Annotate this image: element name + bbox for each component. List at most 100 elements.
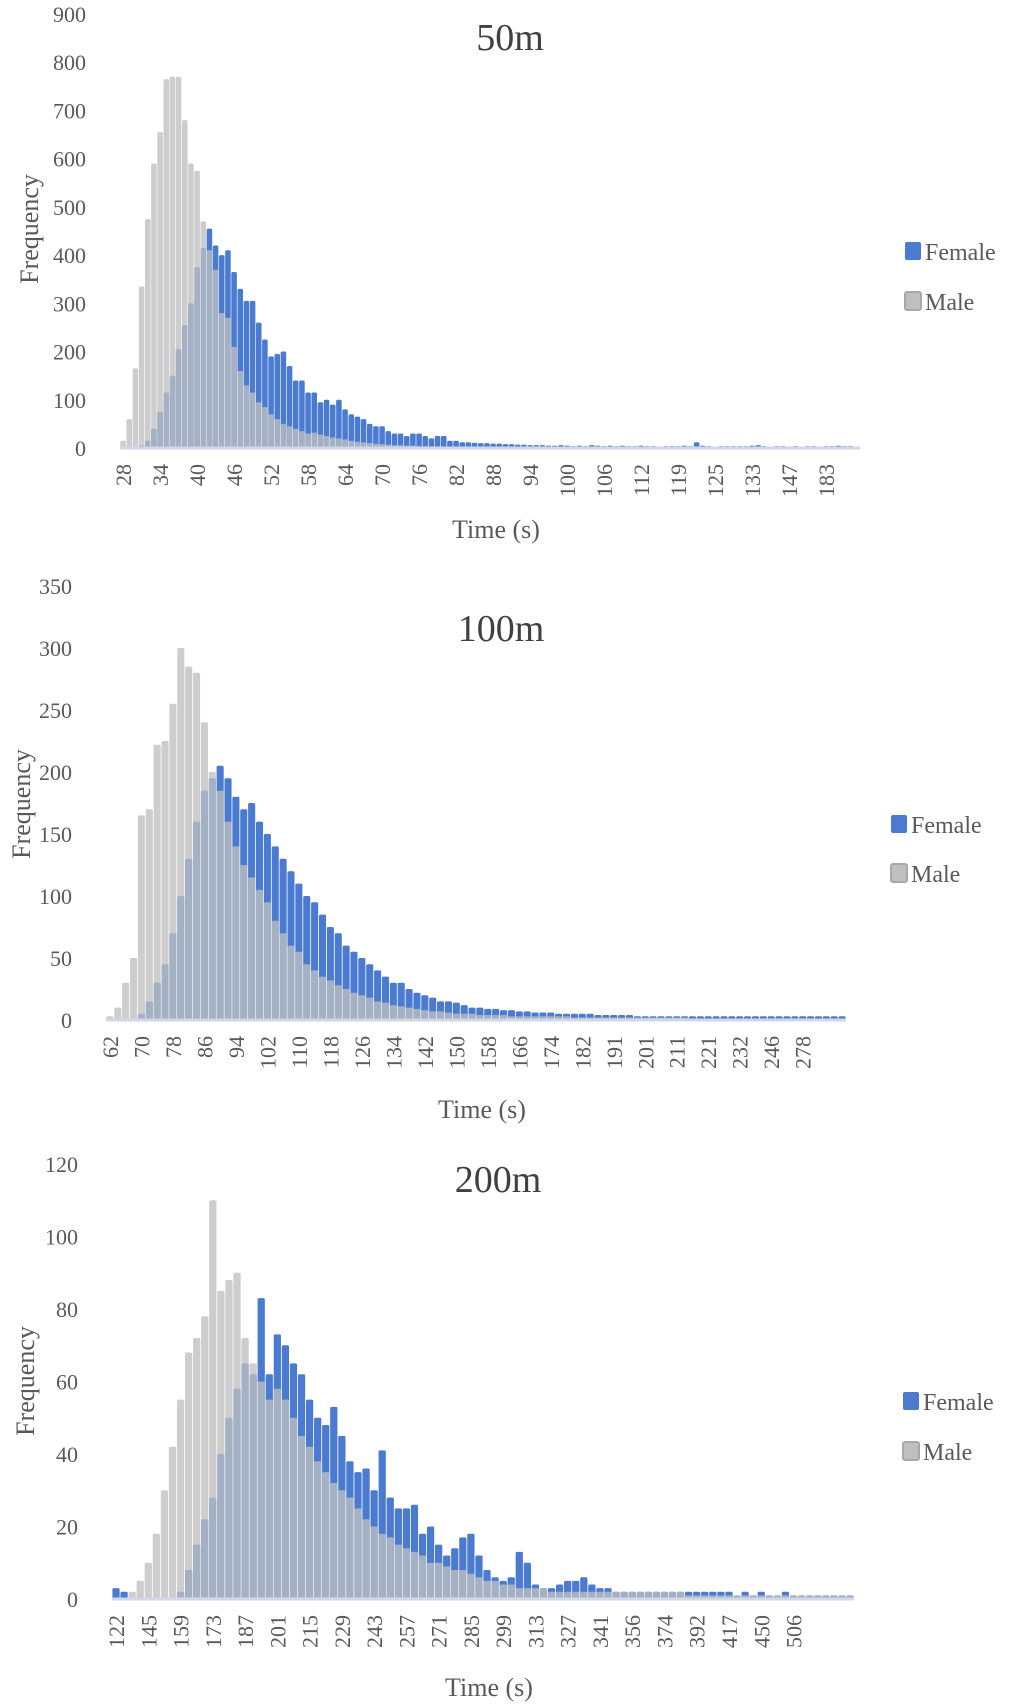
bar-male — [596, 1591, 604, 1599]
x-tick-label: 285 — [459, 1615, 484, 1648]
y-axis-label: Frequency — [15, 174, 44, 284]
bar-male — [200, 221, 207, 448]
bar-female — [360, 419, 367, 448]
bar-male — [292, 428, 299, 448]
bar-female — [428, 438, 435, 448]
bar-male — [555, 1591, 564, 1599]
bar-male — [224, 821, 232, 1020]
bar-male — [280, 423, 287, 448]
x-tick-label: 76 — [407, 464, 432, 486]
bar-male — [299, 431, 305, 448]
legend-label: Female — [925, 240, 996, 266]
bar-male — [636, 1591, 644, 1599]
x-tick-label: 126 — [350, 1036, 375, 1069]
x-tick-label: 78 — [161, 1036, 186, 1058]
bar-male — [366, 997, 374, 1020]
chart-title: 100m — [458, 608, 545, 650]
bar-male — [604, 1591, 612, 1599]
bar-male — [262, 407, 268, 448]
bar-male — [523, 1588, 531, 1599]
bar-male — [588, 1591, 596, 1599]
bar-male — [305, 433, 311, 448]
x-tick-label: 174 — [539, 1036, 564, 1069]
bar-male — [128, 1591, 136, 1599]
x-tick-label: 147 — [777, 464, 802, 497]
bar-male — [217, 1290, 225, 1599]
bar-male — [443, 1566, 451, 1599]
x-tick-label: 187 — [233, 1615, 258, 1648]
bar-male — [138, 286, 145, 448]
bar-male — [468, 1013, 476, 1020]
bar-male — [265, 1399, 273, 1599]
x-tick-label: 392 — [685, 1615, 710, 1648]
y-tick-label: 0 — [67, 1587, 78, 1612]
bars — [112, 1200, 854, 1599]
bar-male — [144, 1562, 152, 1599]
bar-male — [193, 1338, 201, 1599]
bar-male — [126, 419, 133, 448]
bar-male — [286, 426, 293, 448]
y-tick-label: 250 — [39, 698, 72, 723]
y-tick-label: 700 — [53, 98, 86, 123]
bar-male — [437, 1011, 445, 1020]
bar-male — [169, 703, 177, 1020]
bar-male — [499, 1584, 507, 1599]
y-tick-label: 600 — [53, 147, 86, 172]
bar-male — [237, 370, 244, 448]
bar-male — [169, 76, 176, 448]
bar-male — [491, 1580, 499, 1599]
bar-male — [144, 218, 151, 448]
x-tick-label: 70 — [370, 464, 395, 486]
bar-female — [434, 435, 441, 448]
bar-male — [289, 1417, 298, 1599]
bar-male — [249, 1363, 257, 1599]
bar-male — [281, 1399, 290, 1599]
legend-swatch-female — [903, 1392, 919, 1410]
y-tick-label: 900 — [53, 2, 86, 27]
bar-male — [175, 76, 182, 448]
y-axis-label: Frequency — [7, 749, 36, 859]
bar-male — [378, 1533, 386, 1599]
legend-swatch-male — [904, 291, 922, 311]
bar-male — [334, 985, 342, 1020]
bar-male — [185, 666, 193, 1020]
bar-male — [370, 1526, 378, 1599]
bars — [106, 648, 846, 1020]
bar-male — [354, 1508, 362, 1599]
bar-female — [397, 433, 404, 448]
x-tick-label: 102 — [255, 1036, 280, 1069]
bar-male — [620, 1591, 628, 1599]
x-tick-label: 299 — [491, 1615, 516, 1648]
bar-male — [326, 980, 334, 1020]
y-tick-label: 20 — [56, 1515, 78, 1540]
x-tick-label: 88 — [481, 464, 506, 486]
bar-female — [348, 414, 355, 448]
bar-male — [426, 1562, 435, 1599]
bar-male — [248, 877, 256, 1020]
bar-female — [342, 409, 348, 448]
bar-male — [329, 437, 336, 448]
x-tick-label: 150 — [444, 1036, 469, 1069]
x-tick-label: 313 — [523, 1615, 548, 1648]
x-axis-label: Time (s) — [445, 1673, 533, 1702]
bar-male — [362, 1519, 370, 1599]
x-tick-label: 100 — [555, 464, 580, 497]
bar-female — [440, 435, 447, 448]
legend-label: Female — [923, 1390, 994, 1416]
x-tick-label: 86 — [192, 1036, 217, 1058]
bar-male — [279, 933, 287, 1020]
bar-male — [531, 1588, 540, 1599]
bar-male — [394, 1544, 402, 1599]
bar-male — [145, 809, 153, 1020]
y-axis-label: Frequency — [11, 1326, 40, 1436]
bar-male — [249, 392, 256, 448]
legend-swatch-male — [902, 1441, 920, 1461]
bar-female — [447, 440, 453, 448]
y-tick-label: 40 — [56, 1442, 78, 1467]
chart-title: 50m — [476, 17, 544, 59]
x-tick-label: 243 — [362, 1615, 387, 1648]
bar-male — [397, 1006, 405, 1020]
x-tick-label: 133 — [740, 464, 765, 497]
bar-male — [122, 982, 130, 1020]
bar-male — [452, 1013, 460, 1020]
